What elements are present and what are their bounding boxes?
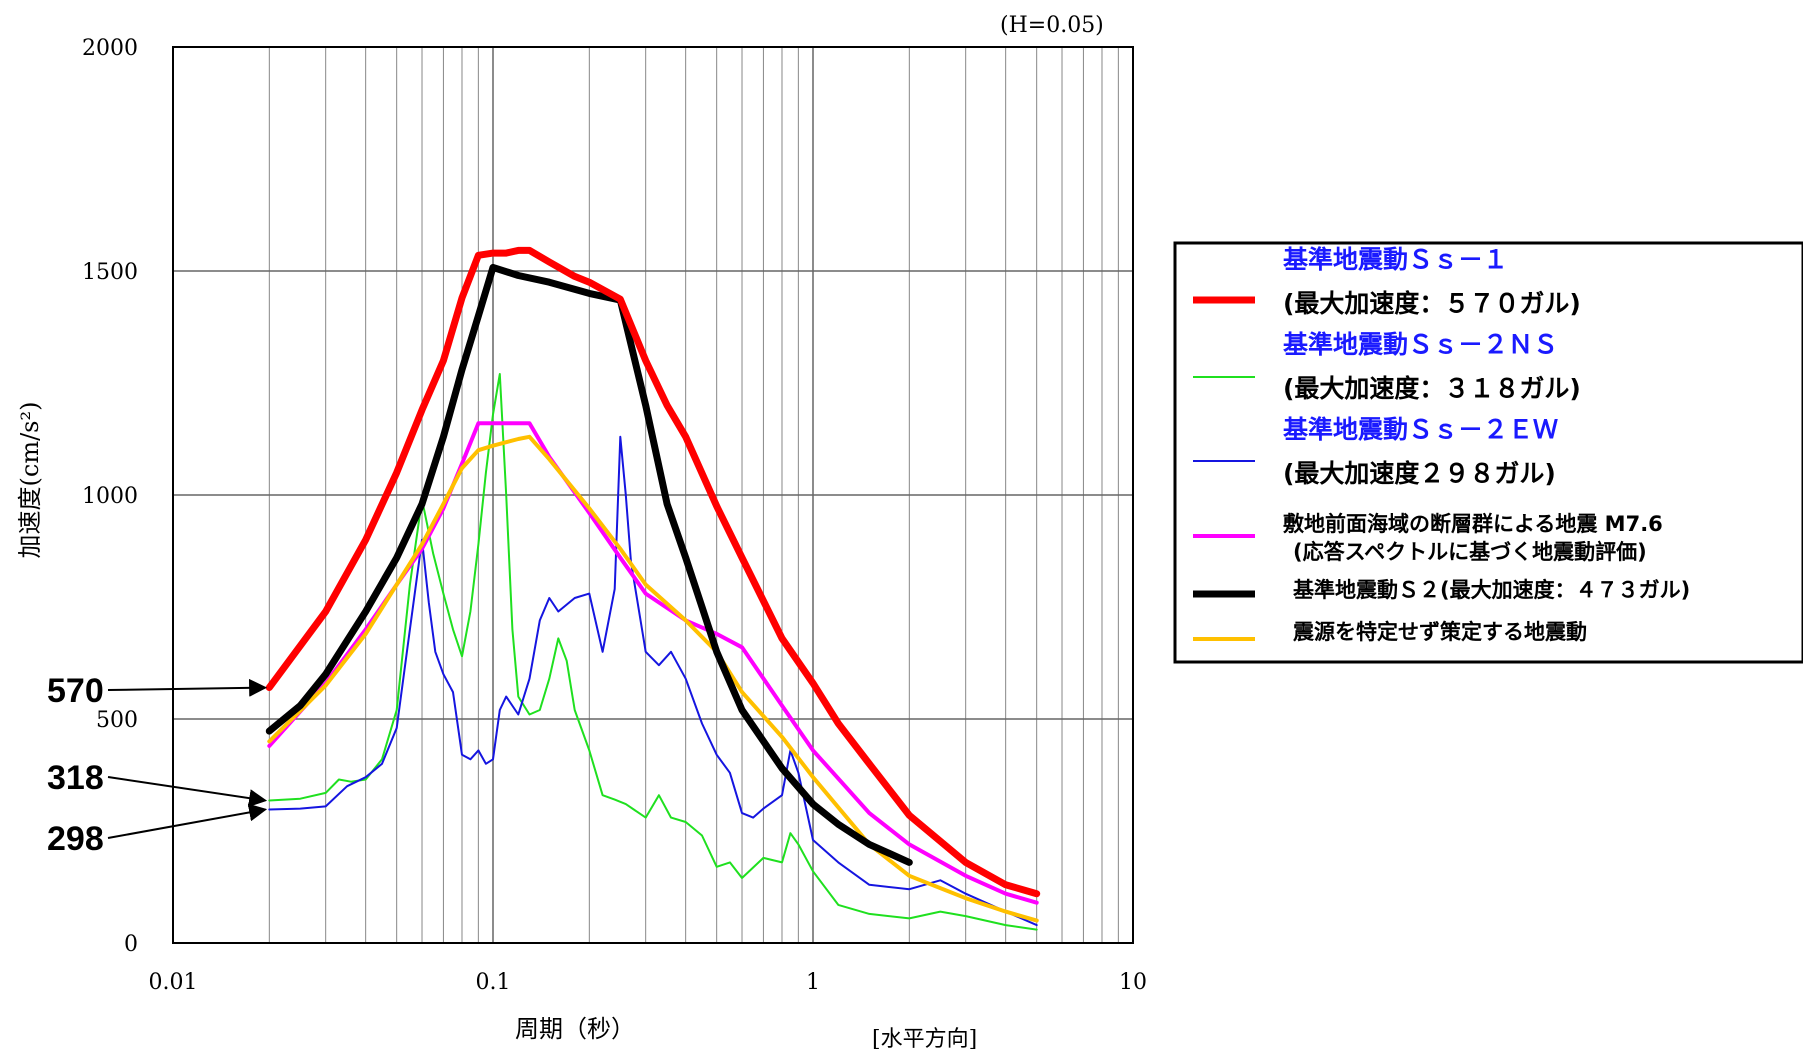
damping-annotation: (H=0.05) — [1000, 13, 1104, 38]
legend-box — [1173, 241, 1803, 664]
marker-label: 298 — [47, 820, 104, 858]
y-axis-label: 加速度(cm/s²) — [16, 402, 44, 559]
y-tick-label: 1000 — [82, 484, 138, 509]
x-tick-label: 0.1 — [476, 970, 511, 995]
y-tick-label: 1500 — [82, 260, 138, 285]
major-gridlines — [172, 46, 1134, 944]
series-line-1 — [265, 246, 1041, 898]
marker-arrow — [107, 678, 268, 697]
legend-label-1: 基準地震動Ｓｓ－１ — [1283, 245, 1508, 274]
legend-label-6: 震源を特定せず策定する地震動 — [1293, 620, 1587, 644]
direction-note: [水平方向] — [872, 1027, 977, 1051]
legend-sublabel-4: (応答スペクトルに基づく地震動評価) — [1293, 540, 1647, 564]
y-tick-label: 2000 — [82, 36, 138, 61]
legend-sublabel-2: (最大加速度：３１８ガル) — [1283, 374, 1581, 403]
series-layer — [265, 246, 1041, 931]
x-axis-label: 周期（秒） — [515, 1015, 635, 1043]
legend-sublabel-3: (最大加速度２９８ガル) — [1283, 459, 1556, 488]
legend-label-2: 基準地震動Ｓｓ－２ＮＳ — [1283, 330, 1558, 359]
value-markers: 570 318 298 — [47, 672, 268, 858]
y-tick-label: 500 — [96, 708, 138, 733]
y-tick-labels: 0 500 1000 1500 2000 — [82, 36, 138, 957]
marker-arrow — [107, 803, 268, 839]
plot-frame — [172, 46, 1134, 944]
series-line-2 — [268, 373, 1038, 931]
x-tick-label: 0.01 — [149, 970, 198, 995]
marker-arrow — [107, 776, 268, 808]
marker-label: 570 — [47, 672, 104, 710]
legend: 基準地震動Ｓｓ－１ (最大加速度：５７０ガル) 基準地震動Ｓｓ－２ＮＳ (最大加速度：… — [1173, 241, 1803, 664]
legend-label-3: 基準地震動Ｓｓ－２ＥＷ — [1283, 415, 1558, 444]
x-tick-labels: 0.01 0.1 1 10 — [149, 970, 1147, 995]
y-tick-label: 0 — [124, 932, 138, 957]
series-line-3 — [268, 435, 1038, 927]
legend-label-4: 敷地前面海域の断層群による地震 M7.6 — [1283, 512, 1663, 536]
series-line-5 — [265, 263, 913, 866]
marker-label: 318 — [47, 759, 104, 797]
legend-sublabel-1: (最大加速度：５７０ガル) — [1283, 289, 1581, 318]
x-tick-label: 1 — [806, 970, 820, 995]
x-tick-label: 10 — [1119, 970, 1147, 995]
legend-label-5: 基準地震動Ｓ２(最大加速度：４７３ガル) — [1293, 578, 1690, 602]
series-line-6 — [267, 434, 1039, 923]
